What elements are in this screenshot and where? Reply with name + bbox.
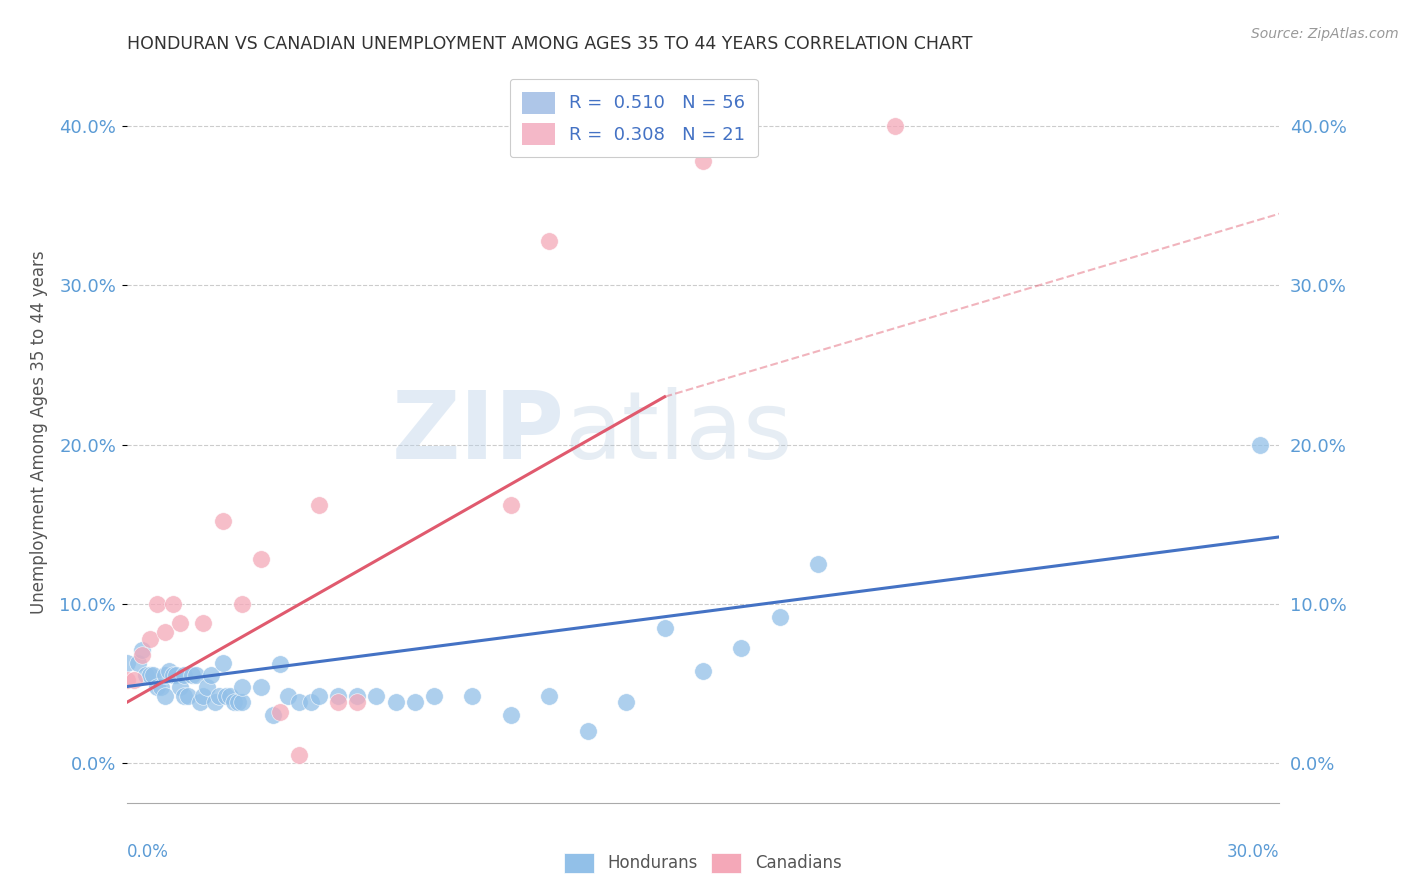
- Text: Source: ZipAtlas.com: Source: ZipAtlas.com: [1251, 27, 1399, 41]
- Point: [219, 689, 242, 703]
- Point: [499, 498, 522, 512]
- Point: [115, 656, 138, 670]
- Point: [231, 680, 253, 694]
- Text: 30.0%: 30.0%: [1227, 843, 1279, 861]
- Point: [188, 696, 211, 710]
- Point: [576, 724, 599, 739]
- Text: atlas: atlas: [565, 386, 793, 479]
- Point: [269, 657, 291, 672]
- Point: [211, 656, 233, 670]
- Point: [115, 673, 138, 688]
- Point: [138, 632, 160, 646]
- Point: [173, 689, 195, 703]
- Point: [146, 597, 169, 611]
- Point: [169, 615, 191, 630]
- Point: [277, 689, 299, 703]
- Point: [692, 154, 714, 169]
- Point: [131, 643, 153, 657]
- Point: [211, 514, 233, 528]
- Point: [692, 664, 714, 678]
- Point: [135, 668, 157, 682]
- Point: [730, 641, 752, 656]
- Point: [308, 689, 330, 703]
- Point: [153, 689, 176, 703]
- Point: [150, 680, 173, 694]
- Point: [142, 668, 165, 682]
- Point: [384, 696, 406, 710]
- Text: ZIP: ZIP: [392, 386, 565, 479]
- Point: [1249, 437, 1271, 451]
- Point: [224, 696, 246, 710]
- Point: [153, 668, 176, 682]
- Point: [193, 615, 215, 630]
- Point: [204, 696, 226, 710]
- Point: [346, 689, 368, 703]
- Text: HONDURAN VS CANADIAN UNEMPLOYMENT AMONG AGES 35 TO 44 YEARS CORRELATION CHART: HONDURAN VS CANADIAN UNEMPLOYMENT AMONG …: [127, 35, 972, 53]
- Point: [269, 705, 291, 719]
- Point: [231, 696, 253, 710]
- Point: [807, 557, 830, 571]
- Point: [173, 668, 195, 682]
- Point: [250, 680, 273, 694]
- Point: [288, 696, 311, 710]
- Point: [614, 696, 637, 710]
- Point: [177, 689, 200, 703]
- Point: [423, 689, 446, 703]
- Point: [461, 689, 484, 703]
- Point: [250, 552, 273, 566]
- Point: [208, 689, 231, 703]
- Point: [184, 668, 207, 682]
- Point: [127, 656, 149, 670]
- Text: 0.0%: 0.0%: [127, 843, 169, 861]
- Point: [326, 696, 349, 710]
- Point: [226, 696, 249, 710]
- Point: [131, 648, 153, 662]
- Point: [538, 689, 561, 703]
- Point: [366, 689, 388, 703]
- Point: [499, 708, 522, 723]
- Point: [169, 680, 191, 694]
- Point: [231, 597, 253, 611]
- Point: [162, 668, 184, 682]
- Point: [884, 119, 907, 133]
- Point: [200, 668, 222, 682]
- Point: [346, 696, 368, 710]
- Point: [288, 747, 311, 762]
- Point: [215, 689, 238, 703]
- Point: [262, 708, 284, 723]
- Y-axis label: Unemployment Among Ages 35 to 44 years: Unemployment Among Ages 35 to 44 years: [30, 251, 48, 615]
- Point: [157, 664, 180, 678]
- Point: [195, 680, 218, 694]
- Point: [153, 625, 176, 640]
- Point: [654, 621, 676, 635]
- Point: [138, 668, 160, 682]
- Point: [326, 689, 349, 703]
- Point: [162, 597, 184, 611]
- Point: [308, 498, 330, 512]
- Point: [769, 609, 792, 624]
- Point: [404, 696, 426, 710]
- Point: [166, 668, 188, 682]
- Point: [180, 668, 202, 682]
- Point: [538, 234, 561, 248]
- Point: [193, 689, 215, 703]
- Legend: Hondurans, Canadians: Hondurans, Canadians: [558, 847, 848, 880]
- Point: [122, 673, 145, 688]
- Legend: R =  0.510   N = 56, R =  0.308   N = 21: R = 0.510 N = 56, R = 0.308 N = 21: [510, 78, 758, 157]
- Point: [299, 696, 322, 710]
- Point: [146, 680, 169, 694]
